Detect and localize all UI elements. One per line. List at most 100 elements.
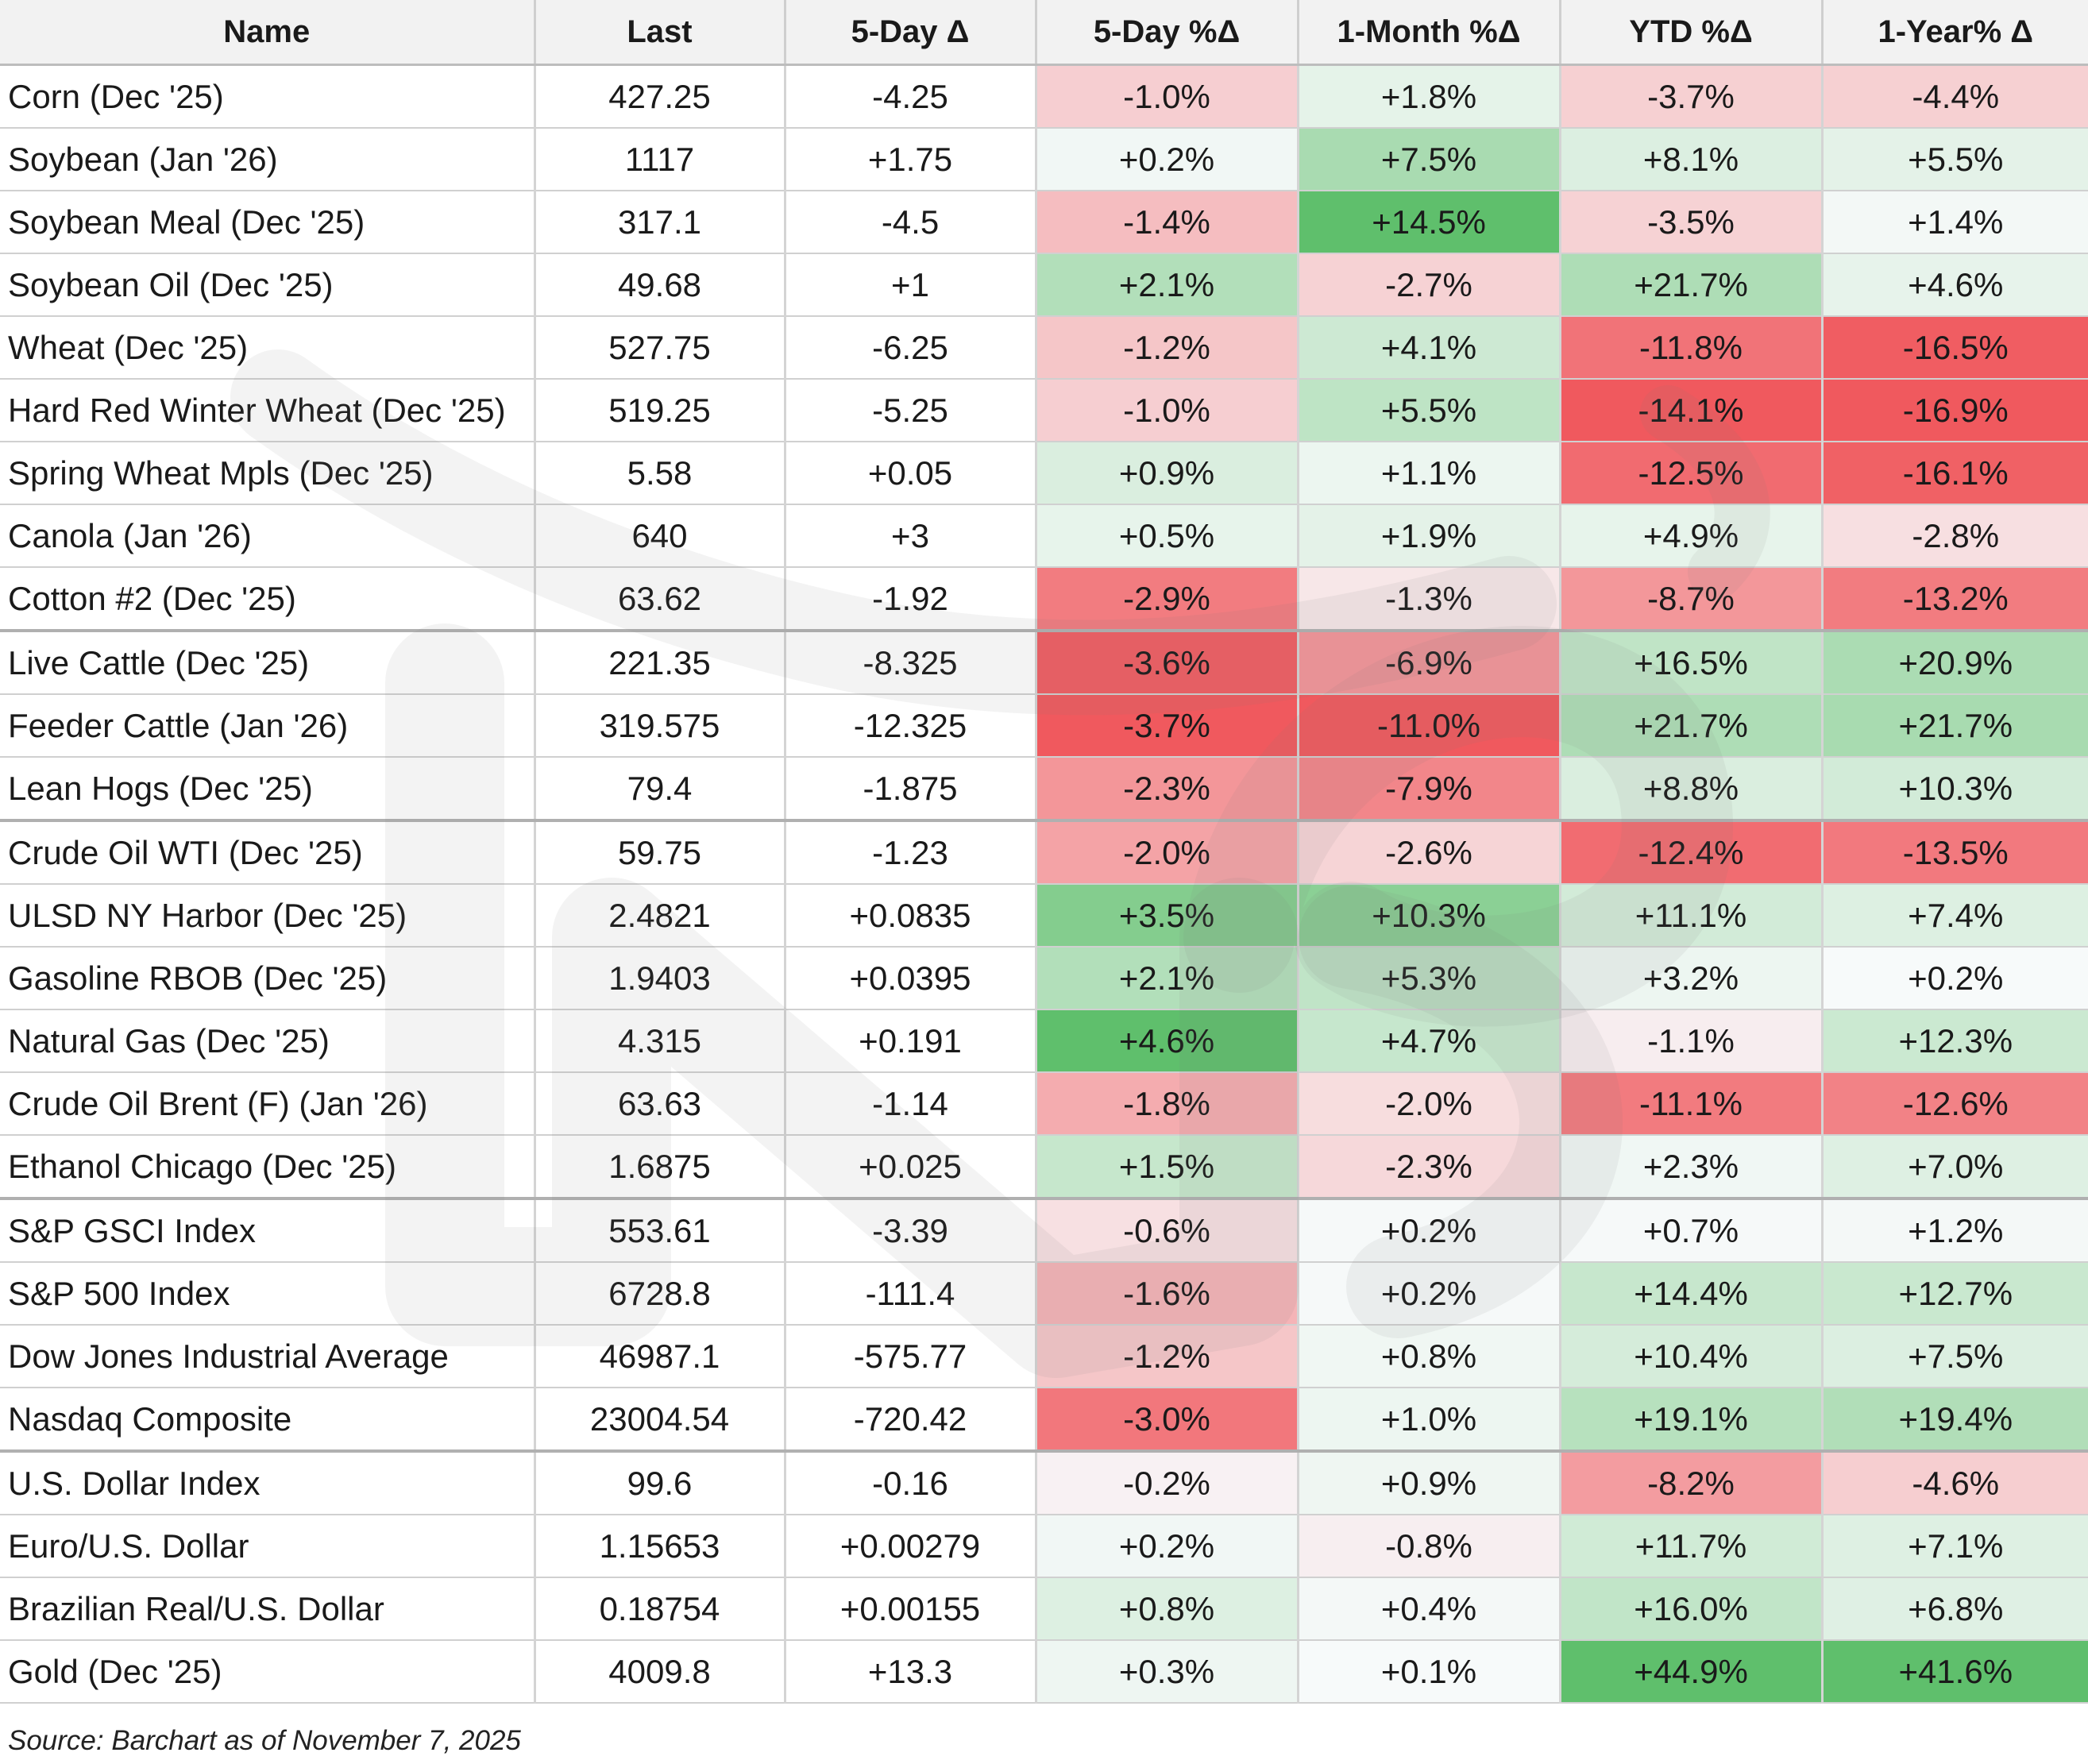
cell-1month-pct: -2.0% bbox=[1298, 1072, 1561, 1136]
cell-1month-pct: +4.1% bbox=[1298, 316, 1561, 380]
cell-5day-pct: -2.3% bbox=[1036, 757, 1299, 822]
column-header-name: Name bbox=[0, 0, 536, 66]
cell-ytd-pct: -11.1% bbox=[1560, 1072, 1824, 1136]
cell-last: 640 bbox=[535, 504, 786, 568]
cell-name: Crude Oil WTI (Dec '25) bbox=[0, 820, 536, 885]
cell-1month-pct: -2.3% bbox=[1298, 1135, 1561, 1200]
cell-last: 4.315 bbox=[535, 1009, 786, 1073]
cell-name: Live Cattle (Dec '25) bbox=[0, 631, 536, 695]
source-note: Source: Barchart as of November 7, 2025 bbox=[8, 1725, 521, 1756]
cell-ytd-pct: +19.1% bbox=[1560, 1388, 1824, 1453]
cell-1year-pct: +7.1% bbox=[1822, 1515, 2088, 1578]
cell-5day-pct: -1.0% bbox=[1036, 379, 1299, 442]
cell-ytd-pct: -14.1% bbox=[1560, 379, 1824, 442]
table-row: Nasdaq Composite 23004.54 -720.42 -3.0% +1.0… bbox=[0, 1388, 2088, 1453]
cell-ytd-pct: +16.0% bbox=[1560, 1577, 1824, 1641]
cell-5day-pct: +0.8% bbox=[1036, 1577, 1299, 1641]
column-header-1year-pct: 1-Year% Δ bbox=[1822, 0, 2088, 66]
cell-1month-pct: -2.6% bbox=[1298, 820, 1561, 885]
cell-last: 1.9403 bbox=[535, 947, 786, 1010]
table-row: Hard Red Winter Wheat (Dec '25) 519.25 -5.… bbox=[0, 379, 2088, 442]
cell-ytd-pct: +11.1% bbox=[1560, 884, 1824, 948]
cell-last: 427.25 bbox=[535, 64, 786, 129]
table-row: Spring Wheat Mpls (Dec '25) 5.58 +0.05 +0.9… bbox=[0, 442, 2088, 505]
cell-5day-pct: +2.1% bbox=[1036, 253, 1299, 317]
table-row: Soybean Meal (Dec '25) 317.1 -4.5 -1.4% +14.… bbox=[0, 191, 2088, 254]
cell-1month-pct: -11.0% bbox=[1298, 694, 1561, 758]
header-row: Name Last 5-Day Δ 5-Day %Δ 1-Month %Δ YT… bbox=[0, 0, 2088, 66]
cell-last: 317.1 bbox=[535, 191, 786, 254]
cell-1month-pct: +7.5% bbox=[1298, 128, 1561, 191]
cell-name: Gasoline RBOB (Dec '25) bbox=[0, 947, 536, 1010]
cell-name: Euro/U.S. Dollar bbox=[0, 1515, 536, 1578]
table-row: Crude Oil Brent (F) (Jan '26) 63.63 -1.14-… bbox=[0, 1072, 2088, 1136]
cell-ytd-pct: +8.1% bbox=[1560, 128, 1824, 191]
cell-1year-pct: +4.6% bbox=[1822, 253, 2088, 317]
cell-1month-pct: +0.4% bbox=[1298, 1577, 1561, 1641]
table-row: Lean Hogs (Dec '25) 79.4 -1.875 -2.3% -7.9% +… bbox=[0, 757, 2088, 822]
cell-1month-pct: +1.8% bbox=[1298, 64, 1561, 129]
cell-5day-change: -1.23 bbox=[785, 820, 1037, 885]
cell-name: Natural Gas (Dec '25) bbox=[0, 1009, 536, 1073]
cell-last: 553.61 bbox=[535, 1199, 786, 1263]
cell-1month-pct: +0.1% bbox=[1298, 1640, 1561, 1704]
cell-5day-pct: -1.6% bbox=[1036, 1262, 1299, 1326]
cell-1year-pct: -4.4% bbox=[1822, 64, 2088, 129]
table-row: Canola (Jan '26) 640 +3 +0.5% +1.9% +4.9% -2.8… bbox=[0, 504, 2088, 568]
cell-5day-change: +13.3 bbox=[785, 1640, 1037, 1704]
cell-ytd-pct: +4.9% bbox=[1560, 504, 1824, 568]
cell-name: Feeder Cattle (Jan '26) bbox=[0, 694, 536, 758]
cell-last: 6728.8 bbox=[535, 1262, 786, 1326]
cell-ytd-pct: +11.7% bbox=[1560, 1515, 1824, 1578]
cell-ytd-pct: +16.5% bbox=[1560, 631, 1824, 695]
cell-name: S&P GSCI Index bbox=[0, 1199, 536, 1263]
cell-5day-change: +1 bbox=[785, 253, 1037, 317]
cell-ytd-pct: +44.9% bbox=[1560, 1640, 1824, 1704]
table-row: Cotton #2 (Dec '25) 63.62 -1.92 -2.9% -1.3% -… bbox=[0, 567, 2088, 632]
cell-5day-change: -12.325 bbox=[785, 694, 1037, 758]
cell-name: U.S. Dollar Index bbox=[0, 1451, 536, 1515]
table-row: Dow Jones Industrial Average 46987.1 -575.… bbox=[0, 1325, 2088, 1388]
cell-5day-change: -1.14 bbox=[785, 1072, 1037, 1136]
cell-5day-change: +3 bbox=[785, 504, 1037, 568]
cell-ytd-pct: +21.7% bbox=[1560, 694, 1824, 758]
table-row: Live Cattle (Dec '25) 221.35 -8.325 -3.6% -6… bbox=[0, 631, 2088, 695]
cell-1month-pct: +14.5% bbox=[1298, 191, 1561, 254]
table-row: Euro/U.S. Dollar 1.15653 +0.00279 +0.2% -0.8… bbox=[0, 1515, 2088, 1578]
table-row: Gold (Dec '25) 4009.8 +13.3 +0.3% +0.1% +44.9… bbox=[0, 1640, 2088, 1704]
cell-ytd-pct: -12.4% bbox=[1560, 820, 1824, 885]
cell-name: Soybean Meal (Dec '25) bbox=[0, 191, 536, 254]
cell-ytd-pct: +21.7% bbox=[1560, 253, 1824, 317]
cell-1year-pct: +5.5% bbox=[1822, 128, 2088, 191]
table-row: Gasoline RBOB (Dec '25) 1.9403 +0.0395 +2.1… bbox=[0, 947, 2088, 1010]
cell-5day-pct: -2.9% bbox=[1036, 567, 1299, 632]
cell-last: 2.4821 bbox=[535, 884, 786, 948]
cell-1month-pct: +0.8% bbox=[1298, 1325, 1561, 1388]
cell-ytd-pct: -3.5% bbox=[1560, 191, 1824, 254]
table-row: Brazilian Real/U.S. Dollar 0.18754 +0.0015… bbox=[0, 1577, 2088, 1641]
cell-1month-pct: +5.3% bbox=[1298, 947, 1561, 1010]
cell-name: Canola (Jan '26) bbox=[0, 504, 536, 568]
column-header-1month-pct: 1-Month %Δ bbox=[1298, 0, 1561, 66]
cell-5day-pct: -0.2% bbox=[1036, 1451, 1299, 1515]
cell-5day-pct: -1.2% bbox=[1036, 316, 1299, 380]
cell-name: Soybean (Jan '26) bbox=[0, 128, 536, 191]
cell-name: Lean Hogs (Dec '25) bbox=[0, 757, 536, 822]
cell-5day-change: -575.77 bbox=[785, 1325, 1037, 1388]
cell-1year-pct: +41.6% bbox=[1822, 1640, 2088, 1704]
cell-name: Dow Jones Industrial Average bbox=[0, 1325, 536, 1388]
cell-name: Gold (Dec '25) bbox=[0, 1640, 536, 1704]
cell-last: 1.15653 bbox=[535, 1515, 786, 1578]
cell-5day-change: +0.0835 bbox=[785, 884, 1037, 948]
cell-name: S&P 500 Index bbox=[0, 1262, 536, 1326]
cell-1month-pct: -2.7% bbox=[1298, 253, 1561, 317]
cell-5day-pct: -0.6% bbox=[1036, 1199, 1299, 1263]
cell-5day-change: -0.16 bbox=[785, 1451, 1037, 1515]
cell-last: 46987.1 bbox=[535, 1325, 786, 1388]
cell-1month-pct: +4.7% bbox=[1298, 1009, 1561, 1073]
cell-ytd-pct: +14.4% bbox=[1560, 1262, 1824, 1326]
cell-last: 79.4 bbox=[535, 757, 786, 822]
table-row: Natural Gas (Dec '25) 4.315 +0.191 +4.6% +4.… bbox=[0, 1009, 2088, 1073]
cell-1year-pct: +1.4% bbox=[1822, 191, 2088, 254]
cell-last: 1.6875 bbox=[535, 1135, 786, 1200]
